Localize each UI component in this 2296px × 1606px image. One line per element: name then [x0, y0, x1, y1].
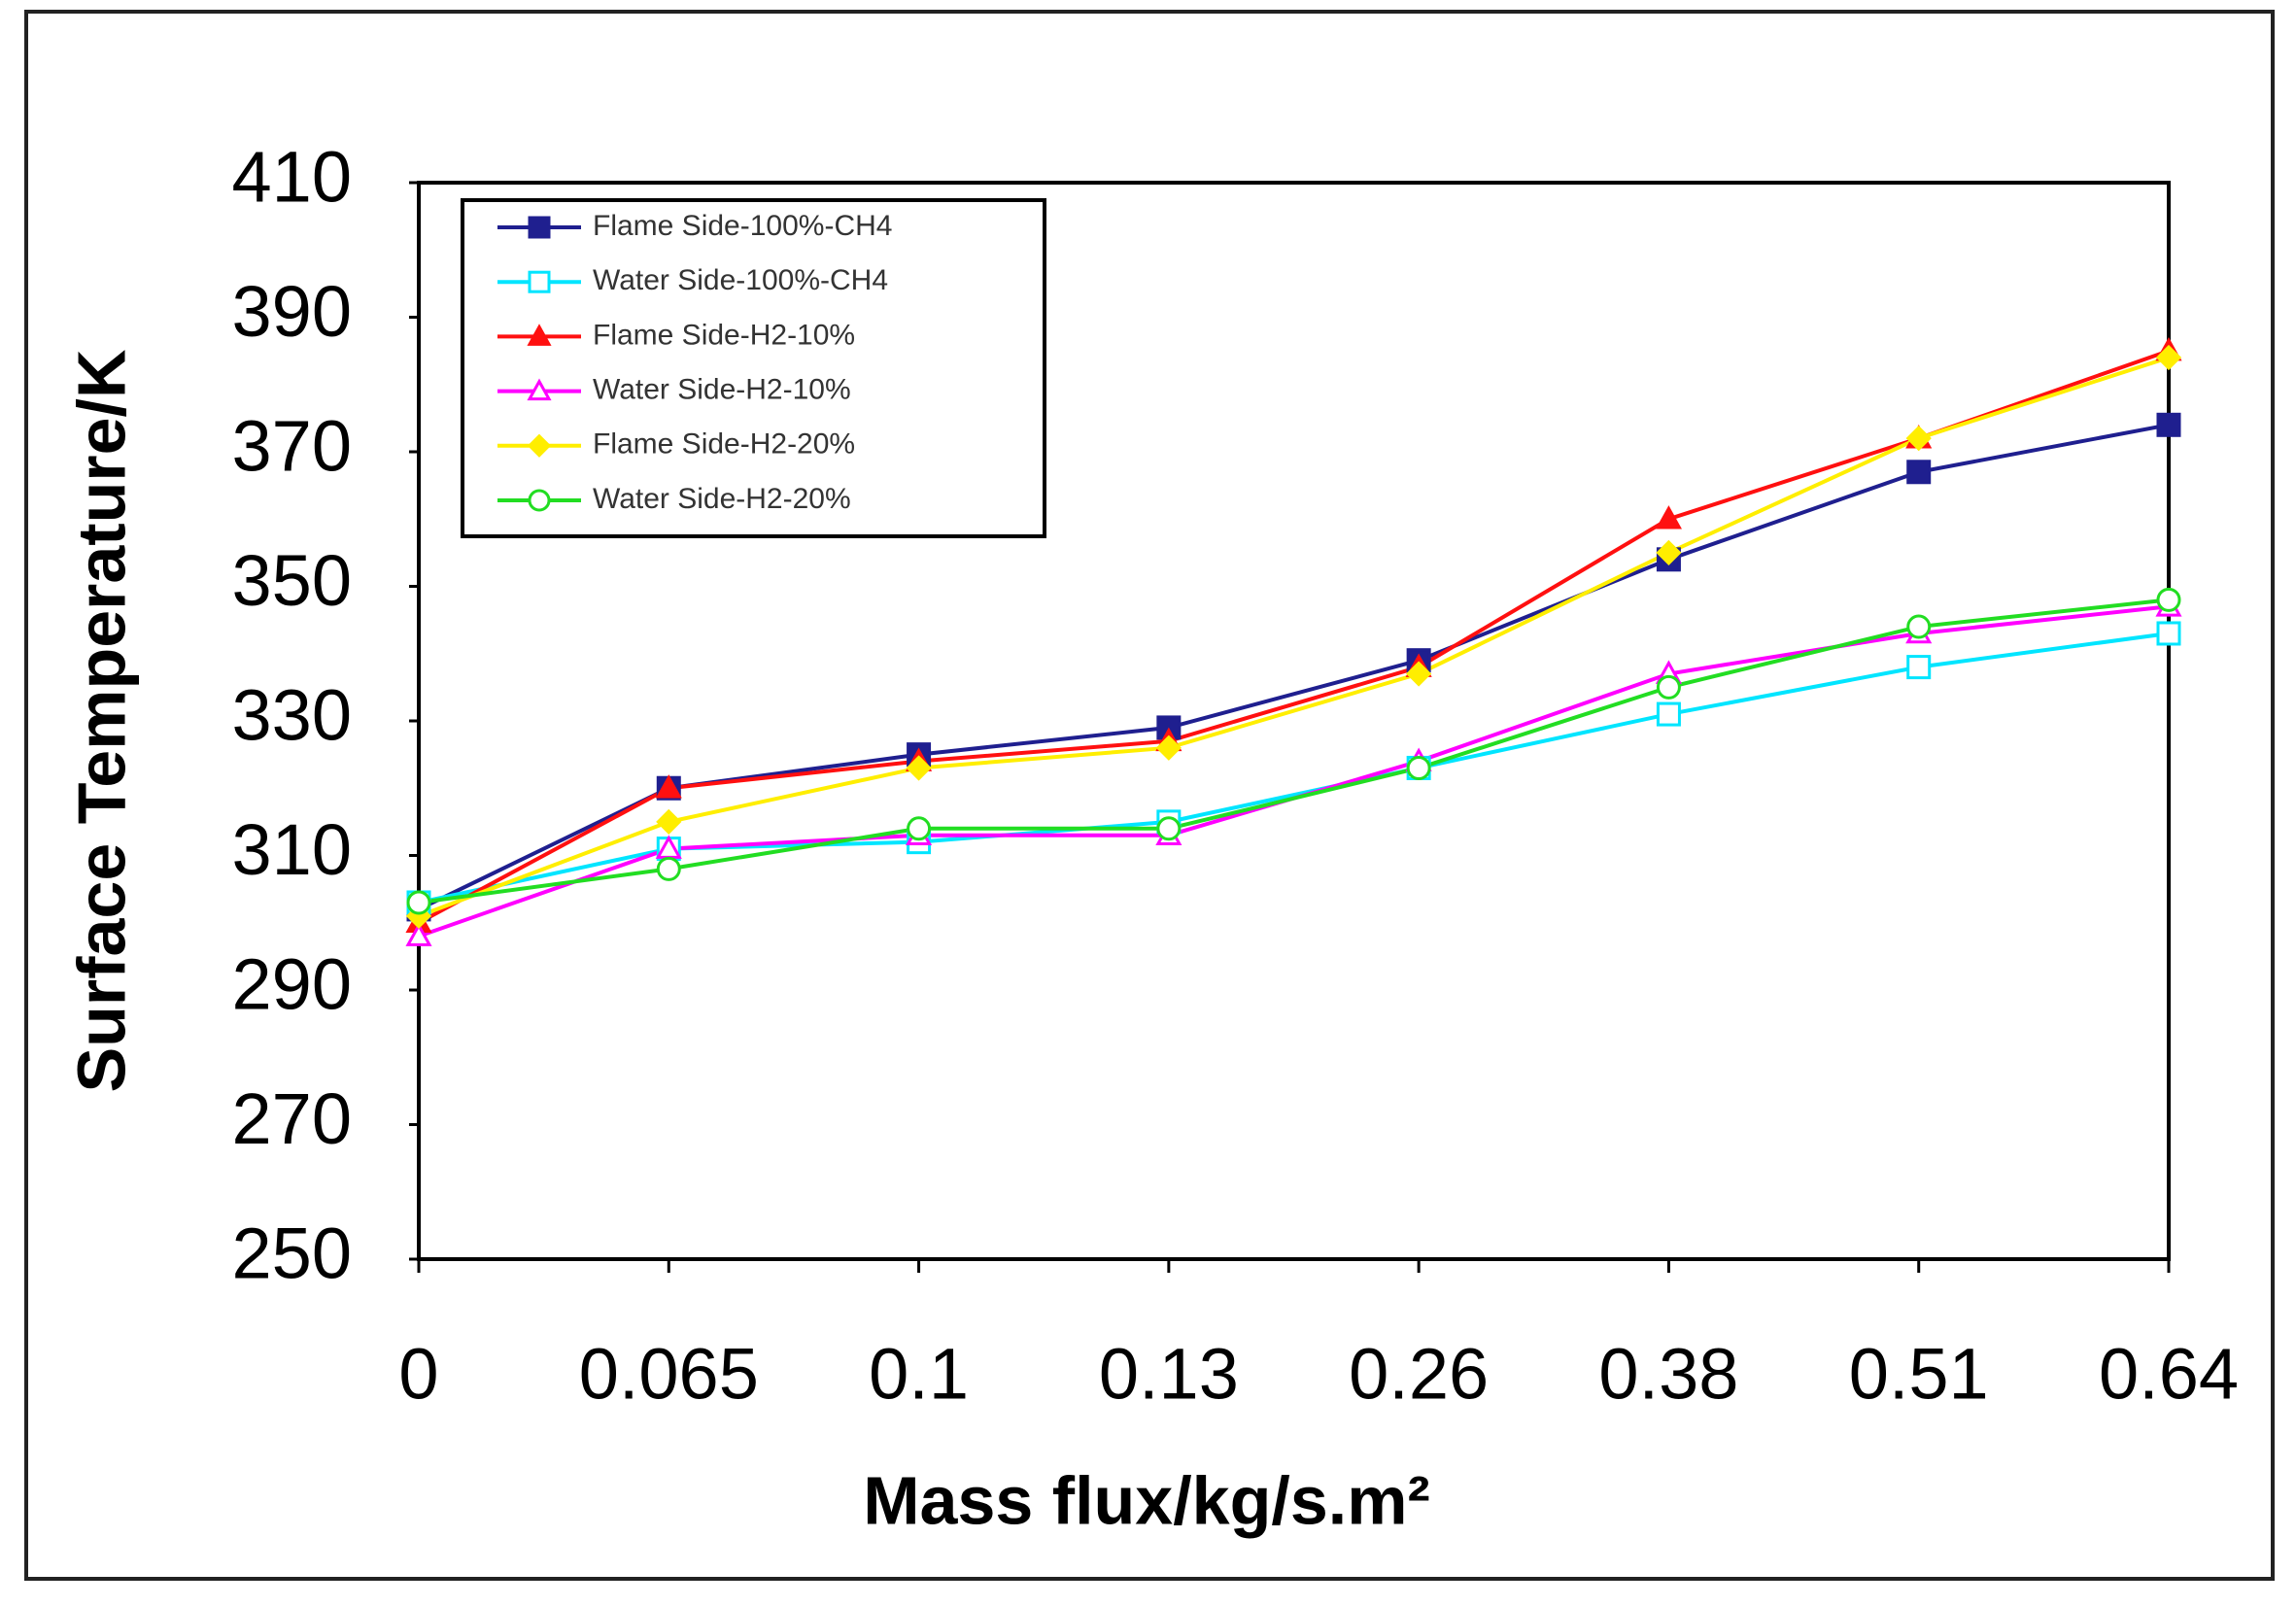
data-point: [1155, 735, 1182, 761]
data-point: [406, 890, 431, 915]
data-point: [907, 816, 932, 841]
legend-label: Flame Side-H2-20%: [593, 428, 855, 461]
legend-marker: [527, 433, 552, 458]
legend-label: Water Side-100%-CH4: [593, 264, 888, 296]
data-point: [2155, 344, 2182, 371]
y-tick-label: 270: [232, 1078, 352, 1159]
data-point: [1906, 460, 1932, 485]
data-point: [656, 808, 682, 835]
legend-box: [461, 198, 1046, 538]
series-line: [418, 349, 2170, 925]
data-point: [1156, 816, 1182, 841]
legend-label: Water Side-H2-20%: [593, 483, 851, 515]
y-tick-label: 330: [232, 675, 352, 756]
data-point: [2156, 621, 2181, 646]
legend-marker: [528, 489, 551, 512]
y-tick-label: 310: [232, 809, 352, 890]
x-axis-title: Mass flux/kg/s.m²: [863, 1462, 1430, 1538]
data-point: [1655, 505, 1682, 530]
legend-label: Flame Side-100%-CH4: [593, 210, 892, 242]
series-line: [418, 598, 2170, 905]
data-point: [1906, 614, 1932, 639]
legend-marker: [528, 216, 551, 239]
data-point: [1656, 539, 1682, 565]
data-point: [906, 755, 932, 781]
data-point: [405, 922, 432, 946]
x-tick-label: 0.64: [2099, 1334, 2239, 1415]
legend-marker: [528, 270, 551, 293]
data-point: [1406, 661, 1432, 687]
x-tick-label: 0.38: [1598, 1334, 1738, 1415]
data-point: [656, 856, 681, 881]
x-tick-label: 0.51: [1849, 1334, 1989, 1415]
x-tick-label: 0.13: [1099, 1334, 1239, 1415]
legend-label: Flame Side-H2-10%: [593, 319, 855, 351]
y-tick-label: 410: [232, 137, 352, 218]
x-tick-label: 0: [398, 1334, 438, 1415]
data-point: [1656, 701, 1681, 727]
data-point: [1905, 426, 1932, 452]
data-point: [1406, 755, 1431, 780]
y-axis-title: Surface Temperature/K: [63, 349, 139, 1092]
x-tick-label: 0.065: [579, 1334, 759, 1415]
data-point: [2156, 412, 2181, 437]
data-point: [2156, 587, 2181, 612]
data-point: [1656, 674, 1681, 700]
y-tick-label: 370: [232, 406, 352, 487]
y-tick-label: 290: [232, 944, 352, 1025]
legend-label: Water Side-H2-10%: [593, 374, 851, 406]
y-tick-label: 250: [232, 1213, 352, 1294]
legend-marker: [527, 324, 552, 346]
x-tick-label: 0.26: [1349, 1334, 1489, 1415]
series-line: [418, 356, 2170, 918]
data-point: [1906, 655, 1932, 680]
legend-marker: [527, 378, 552, 401]
y-tick-label: 350: [232, 540, 352, 621]
y-tick-label: 390: [232, 271, 352, 352]
x-tick-label: 0.1: [869, 1334, 969, 1415]
data-point: [655, 774, 682, 799]
